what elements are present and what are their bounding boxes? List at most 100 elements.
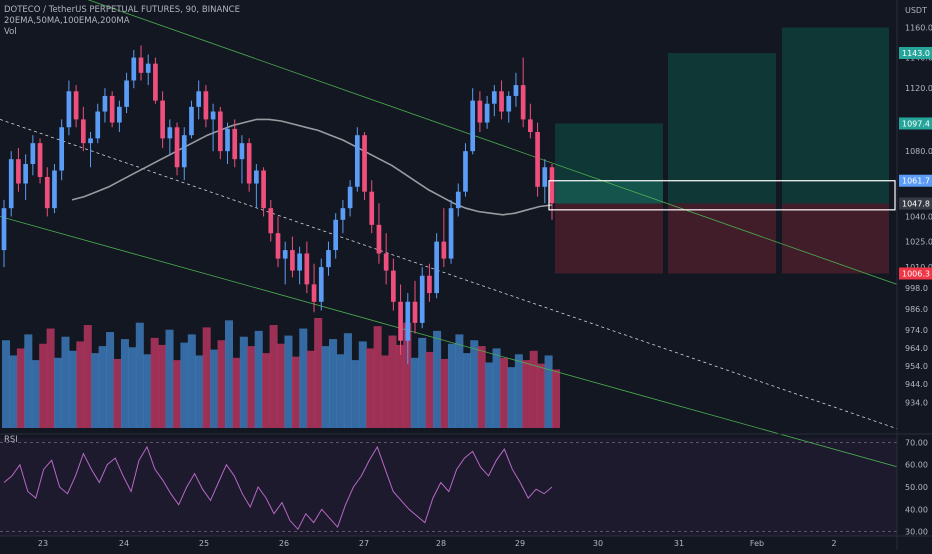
- candle-body[interactable]: [73, 91, 79, 120]
- trend-line-2[interactable]: [0, 119, 898, 430]
- rsi-legend[interactable]: RSI: [4, 435, 18, 445]
- target-zone-2[interactable]: [668, 53, 776, 204]
- price-tag[interactable]: [899, 117, 932, 130]
- candle-body[interactable]: [398, 301, 403, 341]
- rsi-tick-label: 60.00: [905, 461, 928, 470]
- rsi-line[interactable]: [3, 445, 553, 531]
- candle-body[interactable]: [297, 253, 302, 271]
- candle-body[interactable]: [102, 95, 108, 112]
- candle-body[interactable]: [196, 91, 202, 107]
- candle-body[interactable]: [44, 176, 50, 209]
- candle-body[interactable]: [160, 100, 165, 139]
- price-tag[interactable]: [899, 47, 932, 60]
- candle-body[interactable]: [181, 135, 187, 168]
- candle-body[interactable]: [1, 208, 7, 251]
- candle-body[interactable]: [484, 103, 490, 123]
- candle-body[interactable]: [16, 159, 21, 184]
- candle-body[interactable]: [37, 143, 43, 177]
- candle-body[interactable]: [549, 167, 555, 204]
- candle-body[interactable]: [304, 253, 310, 285]
- candle-body[interactable]: [254, 170, 259, 184]
- candle-body[interactable]: [8, 159, 14, 209]
- candle-body[interactable]: [318, 267, 324, 302]
- candle-body[interactable]: [434, 241, 439, 294]
- candle-body[interactable]: [275, 233, 281, 259]
- candle-body[interactable]: [131, 57, 137, 81]
- candle-body[interactable]: [268, 208, 274, 234]
- candle-body[interactable]: [513, 85, 519, 96]
- price-tag[interactable]: [899, 267, 932, 280]
- candle-body[interactable]: [167, 127, 173, 139]
- candle-body[interactable]: [333, 219, 339, 251]
- candle-body[interactable]: [354, 135, 360, 187]
- trend-line-3[interactable]: [0, 216, 898, 468]
- candle-body[interactable]: [441, 241, 447, 259]
- candle-body[interactable]: [362, 135, 367, 192]
- stop-zone-1[interactable]: [555, 203, 663, 274]
- volume-legend[interactable]: Vol: [4, 27, 17, 37]
- current-range-box[interactable]: [548, 180, 896, 211]
- candle-body[interactable]: [340, 208, 346, 220]
- candle-body[interactable]: [463, 151, 468, 192]
- candle-body[interactable]: [535, 132, 540, 187]
- candle-body[interactable]: [282, 250, 288, 259]
- stop-zone-2[interactable]: [668, 203, 776, 274]
- candle-body[interactable]: [66, 91, 72, 128]
- candle-body[interactable]: [405, 301, 411, 341]
- candle-body[interactable]: [369, 191, 375, 225]
- candle-body[interactable]: [80, 119, 86, 144]
- candle-body[interactable]: [225, 128, 230, 152]
- indicators-legend[interactable]: 20EMA,50MA,100EMA,200MA: [4, 16, 130, 26]
- candle-body[interactable]: [217, 111, 223, 152]
- candle-body[interactable]: [145, 63, 151, 73]
- candle-body[interactable]: [117, 106, 122, 123]
- candle-body[interactable]: [376, 224, 382, 254]
- candle-body[interactable]: [210, 111, 216, 120]
- price-tag[interactable]: [899, 174, 932, 187]
- candle-body[interactable]: [138, 57, 144, 73]
- candle-body[interactable]: [261, 170, 266, 209]
- candle-body[interactable]: [326, 250, 331, 268]
- trend-line-1[interactable]: [0, 0, 898, 285]
- candle-body[interactable]: [391, 270, 396, 302]
- candle-body[interactable]: [124, 80, 129, 107]
- stop-zone-3[interactable]: [782, 203, 889, 274]
- candle-body[interactable]: [311, 284, 317, 302]
- candle-body[interactable]: [506, 95, 512, 112]
- candle-body[interactable]: [383, 253, 389, 271]
- candle-body[interactable]: [153, 63, 158, 101]
- candle-body[interactable]: [88, 138, 93, 144]
- candle-body[interactable]: [189, 106, 194, 136]
- candle-body[interactable]: [246, 143, 252, 184]
- volume-bar: [120, 339, 129, 428]
- candle-body[interactable]: [412, 301, 418, 323]
- candle-body[interactable]: [239, 143, 245, 160]
- candle-body[interactable]: [203, 91, 209, 120]
- candle-body[interactable]: [109, 95, 115, 123]
- candle-body[interactable]: [528, 119, 533, 133]
- candle-body[interactable]: [59, 127, 65, 171]
- candle-body[interactable]: [499, 91, 504, 112]
- price-tag[interactable]: [899, 197, 932, 210]
- candle-body[interactable]: [232, 128, 238, 160]
- candle-body[interactable]: [30, 143, 36, 165]
- candle-body[interactable]: [448, 208, 454, 259]
- target-zone-3[interactable]: [782, 27, 889, 204]
- candle-body[interactable]: [542, 167, 548, 187]
- candle-body[interactable]: [52, 170, 57, 209]
- candle-body[interactable]: [455, 191, 461, 209]
- candle-body[interactable]: [520, 85, 526, 120]
- candle-body[interactable]: [477, 100, 483, 123]
- candle-body[interactable]: [95, 111, 101, 139]
- candle-body[interactable]: [470, 100, 476, 152]
- candle-body[interactable]: [491, 91, 497, 104]
- candle-body[interactable]: [174, 127, 180, 168]
- candle-body[interactable]: [427, 275, 432, 294]
- candle-body[interactable]: [290, 250, 295, 271]
- moving-average-line[interactable]: [71, 118, 553, 216]
- candle-body[interactable]: [23, 164, 28, 184]
- candle-body[interactable]: [347, 186, 353, 209]
- candle-body[interactable]: [419, 275, 425, 323]
